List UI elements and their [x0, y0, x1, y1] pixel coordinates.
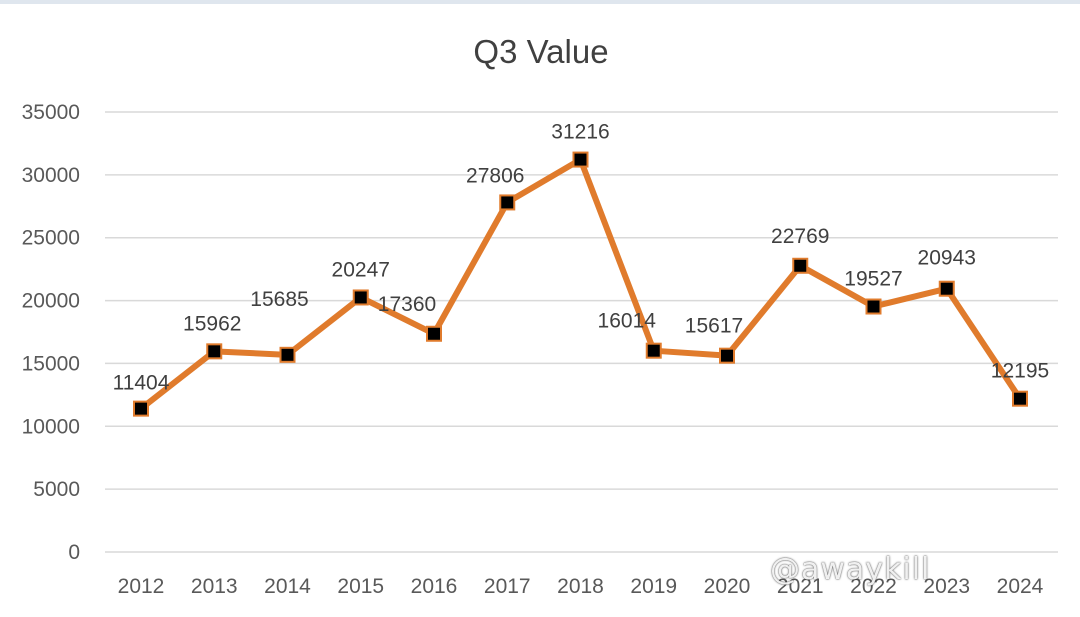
data-point-marker: [572, 151, 589, 168]
x-tick-label: 2024: [997, 575, 1044, 598]
x-tick-label: 2022: [850, 575, 897, 598]
y-tick-label: 30000: [22, 164, 80, 187]
data-point-marker: [279, 346, 296, 363]
top-border-strip: [0, 0, 1080, 4]
series: [133, 151, 1028, 417]
data-point-marker: [206, 343, 223, 360]
data-label: 22769: [771, 225, 829, 248]
data-label: 12195: [991, 360, 1049, 383]
y-tick-label: 0: [68, 541, 80, 564]
y-tick-label: 35000: [22, 101, 80, 124]
x-tick-label: 2023: [923, 575, 970, 598]
y-tick-label: 5000: [33, 478, 80, 501]
data-point-marker: [499, 194, 516, 211]
x-axis-ticks: 2012 2013 2014 2015 2016 2017 2018 2019 2020 2021…: [118, 575, 1044, 598]
data-point-marker: [133, 400, 149, 417]
watermark: @awaykill: [770, 552, 931, 587]
chart-title: Q3 Value: [473, 33, 608, 70]
data-label: 27806: [466, 164, 524, 187]
data-label: 20943: [918, 247, 976, 270]
x-tick-label: 2013: [191, 575, 238, 598]
data-point-marker: [792, 257, 809, 274]
data-point-marker: [1012, 390, 1028, 407]
data-label: 11404: [113, 372, 170, 395]
data-labels: 11404 15962 15685 20247 17360 27806 31216 16014…: [113, 121, 1050, 395]
data-label: 15617: [685, 315, 743, 338]
data-label: 15685: [250, 288, 308, 311]
y-tick-label: 15000: [22, 352, 80, 375]
data-label: 15962: [183, 312, 241, 335]
gridlines: [105, 111, 1058, 553]
x-tick-label: 2020: [704, 575, 751, 598]
x-tick-label: 2021: [777, 575, 824, 598]
data-point-marker: [719, 347, 735, 364]
x-tick-label: 2015: [337, 575, 384, 598]
data-point-marker: [352, 289, 369, 306]
data-label: 19527: [844, 268, 902, 291]
y-tick-label: 20000: [22, 290, 80, 313]
data-label: 16014: [598, 310, 657, 333]
data-point-marker: [426, 325, 442, 342]
x-tick-label: 2012: [118, 575, 165, 598]
y-axis-ticks: 0 5000 10000 15000 20000 25000 30000 35000: [22, 101, 80, 564]
data-point-marker: [938, 280, 955, 297]
x-tick-label: 2014: [264, 575, 311, 598]
y-tick-label: 25000: [22, 227, 80, 250]
x-tick-label: 2019: [630, 575, 677, 598]
y-tick-label: 10000: [22, 415, 80, 438]
data-label: 17360: [378, 293, 436, 316]
data-label: 20247: [332, 258, 390, 281]
data-point-marker: [865, 298, 882, 315]
x-tick-label: 2018: [557, 575, 604, 598]
data-label: 31216: [551, 121, 609, 144]
x-tick-label: 2017: [484, 575, 531, 598]
data-point-marker: [645, 342, 662, 359]
x-tick-label: 2016: [411, 575, 458, 598]
